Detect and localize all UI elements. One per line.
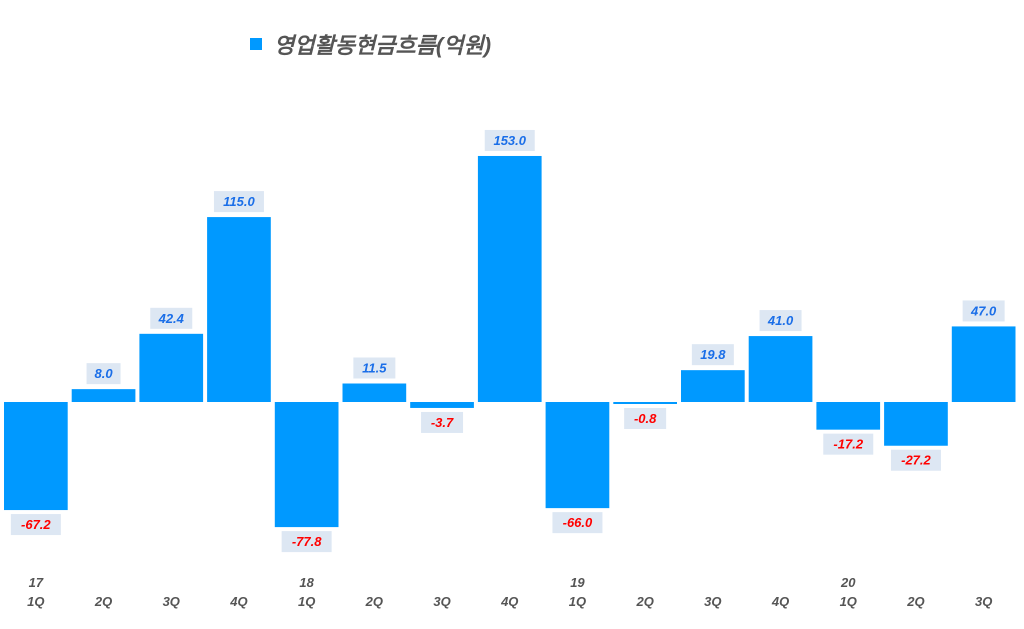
legend-swatch — [250, 38, 262, 50]
bar — [477, 155, 542, 402]
x-tick-label: 2Q — [906, 594, 924, 609]
data-label-bg — [552, 512, 603, 534]
data-label-bg — [890, 449, 941, 471]
data-label: -27.2 — [901, 453, 931, 468]
data-label: -3.7 — [431, 415, 454, 430]
bar — [207, 217, 271, 402]
legend: 영업활동현금흐름(억원) — [250, 28, 491, 60]
x-tick-label: 1Q — [27, 594, 44, 609]
data-label: 42.4 — [158, 311, 185, 326]
data-label-bg — [484, 129, 535, 151]
x-tick-label: 4Q — [771, 594, 789, 609]
data-label-bg — [624, 408, 667, 429]
x-tick-label: 1Q — [298, 594, 315, 609]
x-tick-label: 4Q — [229, 594, 247, 609]
bar — [274, 402, 339, 528]
data-label-bg — [353, 357, 396, 379]
data-label-bg — [213, 191, 264, 213]
data-label: 47.0 — [970, 303, 997, 318]
data-label: 11.5 — [362, 361, 387, 376]
data-label: -77.8 — [292, 534, 322, 549]
x-tick-year: 18 — [299, 575, 314, 590]
x-tick-label: 3Q — [433, 594, 450, 609]
bar — [613, 402, 677, 404]
data-label: -17.2 — [833, 437, 863, 452]
data-label-bg — [150, 307, 193, 329]
data-label: 41.0 — [767, 313, 794, 328]
x-tick-label: 2Q — [94, 594, 112, 609]
legend-label: 영업활동현금흐름(억원) — [274, 33, 492, 58]
data-label-bg — [281, 531, 332, 553]
x-tick-year: 17 — [29, 575, 44, 590]
bar — [951, 326, 1016, 402]
bar — [71, 389, 136, 402]
x-tick-year: 20 — [840, 575, 856, 590]
bar — [748, 336, 813, 402]
data-label-bg — [86, 363, 121, 385]
bar — [4, 402, 68, 511]
x-tick-label: 1Q — [569, 594, 586, 609]
data-label: -66.0 — [563, 515, 593, 530]
data-label-bg — [962, 300, 1005, 322]
x-tick-label: 1Q — [840, 594, 857, 609]
data-label-bg — [823, 433, 874, 455]
x-tick-label: 3Q — [704, 594, 721, 609]
data-label-bg — [10, 514, 61, 536]
data-label: -67.2 — [21, 517, 51, 532]
data-label: 8.0 — [95, 366, 114, 381]
bar — [410, 402, 474, 408]
data-label-bg — [759, 310, 802, 332]
data-label: 19.8 — [700, 347, 726, 362]
x-tick-year: 19 — [570, 575, 585, 590]
x-tick-label: 3Q — [975, 594, 992, 609]
x-tick-label: 3Q — [163, 594, 180, 609]
bar — [816, 402, 881, 430]
bar — [342, 383, 407, 402]
bar — [681, 370, 745, 402]
data-label: -0.8 — [634, 411, 657, 426]
bar — [884, 402, 948, 446]
data-label-bg — [421, 411, 464, 433]
data-label-bg — [691, 344, 734, 366]
x-tick-label: 2Q — [365, 594, 383, 609]
bar — [545, 402, 610, 509]
bar — [139, 333, 204, 402]
data-label: 153.0 — [493, 133, 526, 148]
data-label: 115.0 — [223, 194, 255, 209]
x-tick-label: 4Q — [500, 594, 518, 609]
x-tick-label: 2Q — [635, 594, 653, 609]
